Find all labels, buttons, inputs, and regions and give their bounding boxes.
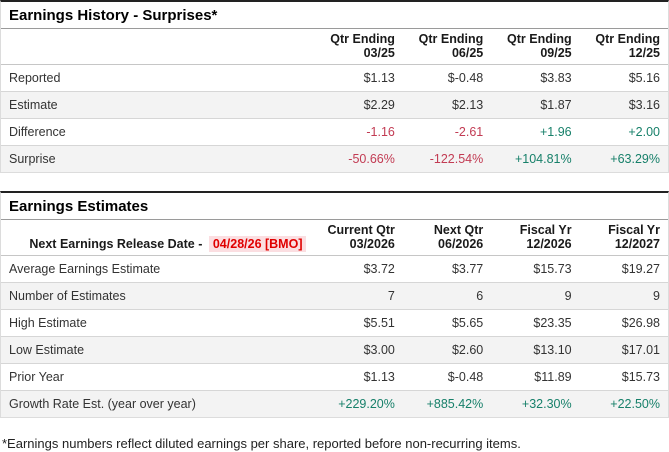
cell-value: $-0.48 xyxy=(447,71,484,85)
column-header-qtr-0925: Qtr Ending 09/25 xyxy=(491,29,580,65)
earnings-estimates-section: Earnings Estimates Next Earnings Release… xyxy=(0,191,669,418)
earnings-estimates-header-row: Next Earnings Release Date - 04/28/26 [B… xyxy=(1,220,668,256)
table-row-estimate: Estimate $2.29 $2.13 $1.87 $3.16 xyxy=(1,91,668,119)
cell-value: $3.16 xyxy=(628,98,660,112)
table-row-difference: Difference -1.16 -2.61 +1.96 +2.00 xyxy=(1,118,668,146)
cell-value: $3.72 xyxy=(363,262,395,276)
row-label: Surprise xyxy=(9,152,56,166)
cell-value: $5.51 xyxy=(363,316,395,330)
cell-value: 9 xyxy=(564,289,572,303)
row-label: Reported xyxy=(9,71,61,85)
column-header-line1: Qtr Ending xyxy=(595,32,660,46)
column-header-line1: Qtr Ending xyxy=(418,32,484,46)
cell-value: $15.73 xyxy=(621,370,660,384)
row-label: Difference xyxy=(9,125,66,139)
column-header-line1: Fiscal Yr xyxy=(519,223,572,237)
cell-value-negative: -2.61 xyxy=(454,125,484,139)
row-label: Growth Rate Est. (year over year) xyxy=(9,397,196,411)
cell-value-negative: -122.54% xyxy=(429,152,484,166)
header-spacer xyxy=(1,29,315,65)
column-header-next-qtr: Next Qtr 06/2026 xyxy=(402,220,492,256)
cell-value: $2.60 xyxy=(451,343,484,357)
cell-value: $1.13 xyxy=(363,71,395,85)
cell-value: $5.65 xyxy=(451,316,484,330)
row-label: Number of Estimates xyxy=(9,289,126,303)
column-header-line2: 12/2026 xyxy=(526,237,572,251)
cell-value-positive: +1.96 xyxy=(539,125,572,139)
cell-value: $3.83 xyxy=(540,71,572,85)
column-header-line1: Fiscal Yr xyxy=(608,223,660,237)
cell-value-positive: +32.30% xyxy=(521,397,572,411)
column-header-line2: 06/2026 xyxy=(438,237,484,251)
cell-value: $13.10 xyxy=(533,343,572,357)
table-row-high-estimate: High Estimate $5.51 $5.65 $23.35 $26.98 xyxy=(1,309,668,337)
table-row-average-earnings-estimate: Average Earnings Estimate $3.72 $3.77 $1… xyxy=(1,256,668,283)
column-header-qtr-0325: Qtr Ending 03/25 xyxy=(314,29,403,65)
row-label: Estimate xyxy=(9,98,58,112)
cell-value: $2.13 xyxy=(451,98,484,112)
column-header-current-qtr: Current Qtr 03/2026 xyxy=(314,220,403,256)
row-label: Prior Year xyxy=(9,370,64,384)
next-earnings-release-cell: Next Earnings Release Date - 04/28/26 [B… xyxy=(1,220,315,256)
cell-value: $2.29 xyxy=(363,98,395,112)
cell-value-positive: +2.00 xyxy=(628,125,660,139)
row-label: High Estimate xyxy=(9,316,87,330)
table-row-reported: Reported $1.13 $-0.48 $3.83 $5.16 xyxy=(1,65,668,92)
earnings-history-section: Earnings History - Surprises* Qtr Ending… xyxy=(0,0,669,173)
cell-value: $15.73 xyxy=(533,262,572,276)
table-row-growth-rate-est: Growth Rate Est. (year over year) +229.2… xyxy=(1,390,668,417)
column-header-line2: 12/25 xyxy=(628,46,660,60)
column-header-line1: Current Qtr xyxy=(327,223,395,237)
cell-value-negative: -50.66% xyxy=(348,152,395,166)
release-date-label: Next Earnings Release Date - xyxy=(29,237,203,251)
cell-value: $3.00 xyxy=(363,343,395,357)
cell-value-positive: +229.20% xyxy=(338,397,395,411)
column-header-line1: Qtr Ending xyxy=(507,32,572,46)
cell-value-positive: +104.81% xyxy=(514,152,572,166)
cell-value: $23.35 xyxy=(533,316,572,330)
column-header-line1: Qtr Ending xyxy=(330,32,395,46)
cell-value: $1.87 xyxy=(540,98,572,112)
column-header-line2: 03/25 xyxy=(363,46,395,60)
table-row-prior-year: Prior Year $1.13 $-0.48 $11.89 $15.73 xyxy=(1,363,668,391)
table-row-number-of-estimates: Number of Estimates 7 6 9 9 xyxy=(1,282,668,310)
column-header-fiscal-yr-2027: Fiscal Yr 12/2027 xyxy=(579,220,668,256)
column-header-line2: 06/25 xyxy=(451,46,484,60)
column-header-line2: 03/2026 xyxy=(349,237,395,251)
cell-value: $1.13 xyxy=(363,370,395,384)
cell-value: 9 xyxy=(653,289,660,303)
column-header-line2: 09/25 xyxy=(540,46,572,60)
release-date-badge: 04/28/26 [BMO] xyxy=(208,236,307,252)
cell-value-positive: +22.50% xyxy=(610,397,660,411)
column-header-fiscal-yr-2026: Fiscal Yr 12/2026 xyxy=(491,220,580,256)
cell-value: 6 xyxy=(476,289,484,303)
earnings-estimates-title: Earnings Estimates xyxy=(1,193,668,220)
cell-value: 7 xyxy=(387,289,395,303)
cell-value-positive: +63.29% xyxy=(610,152,660,166)
column-header-line2: 12/2027 xyxy=(614,237,660,251)
cell-value-negative: -1.16 xyxy=(366,125,395,139)
row-label: Low Estimate xyxy=(9,343,85,357)
table-row-surprise: Surprise -50.66% -122.54% +104.81% +63.2… xyxy=(1,145,668,172)
column-header-qtr-0625: Qtr Ending 06/25 xyxy=(402,29,492,65)
cell-value: $-0.48 xyxy=(447,370,484,384)
cell-value: $17.01 xyxy=(621,343,660,357)
table-row-low-estimate: Low Estimate $3.00 $2.60 $13.10 $17.01 xyxy=(1,336,668,364)
row-label: Average Earnings Estimate xyxy=(9,262,161,276)
cell-value: $11.89 xyxy=(534,370,572,384)
cell-value-positive: +885.42% xyxy=(426,397,484,411)
earnings-history-table: Qtr Ending 03/25 Qtr Ending 06/25 Qtr En… xyxy=(1,29,668,172)
earnings-footnote: *Earnings numbers reflect diluted earnin… xyxy=(2,436,521,451)
column-header-qtr-1225: Qtr Ending 12/25 xyxy=(579,29,668,65)
earnings-history-header-row: Qtr Ending 03/25 Qtr Ending 06/25 Qtr En… xyxy=(1,29,668,65)
cell-value: $26.98 xyxy=(621,316,660,330)
earnings-estimates-table: Next Earnings Release Date - 04/28/26 [B… xyxy=(1,220,668,417)
cell-value: $3.77 xyxy=(451,262,484,276)
column-header-line1: Next Qtr xyxy=(433,223,484,237)
cell-value: $19.27 xyxy=(621,262,660,276)
cell-value: $5.16 xyxy=(628,71,660,85)
earnings-history-title: Earnings History - Surprises* xyxy=(1,2,668,29)
